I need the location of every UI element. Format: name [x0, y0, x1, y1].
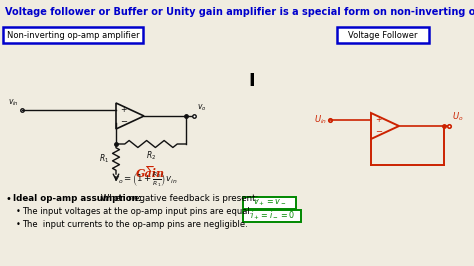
Text: Ideal op-amp assumption:: Ideal op-amp assumption: [13, 194, 142, 203]
Text: The  input currents to the op-amp pins are negligible.: The input currents to the op-amp pins ar… [22, 220, 248, 229]
Text: •: • [6, 194, 12, 204]
Text: •: • [16, 220, 21, 229]
FancyBboxPatch shape [244, 197, 297, 209]
Text: The input voltages at the op-amp input pins are equal.: The input voltages at the op-amp input p… [22, 207, 252, 216]
Text: When negative feedback is present:: When negative feedback is present: [98, 194, 259, 203]
Text: •: • [16, 207, 21, 216]
Text: −: − [120, 118, 127, 127]
Text: $R_1$: $R_1$ [99, 153, 109, 165]
Text: −: − [375, 127, 382, 136]
Text: $i_+ = i_- = 0$: $i_+ = i_- = 0$ [250, 209, 294, 222]
FancyBboxPatch shape [337, 27, 429, 43]
Text: $U_o$: $U_o$ [452, 110, 464, 123]
Text: $v_o = \left(1 + \frac{R_2}{R_1}\right)v_{in}$: $v_o = \left(1 + \frac{R_2}{R_1}\right)v… [113, 170, 177, 189]
Text: Voltage follower or Buffer or Unity gain amplifier is a special form on non-inve: Voltage follower or Buffer or Unity gain… [5, 7, 474, 17]
Text: Gain: Gain [136, 168, 164, 179]
Text: Voltage Follower: Voltage Follower [348, 31, 418, 39]
Text: +: + [120, 106, 127, 114]
Text: I: I [249, 72, 255, 90]
FancyBboxPatch shape [3, 27, 143, 43]
Text: $v_{in}$: $v_{in}$ [8, 98, 19, 109]
FancyBboxPatch shape [244, 210, 301, 222]
Text: +: + [375, 115, 382, 124]
Text: $U_{in}$: $U_{in}$ [314, 113, 327, 126]
Text: $R_2$: $R_2$ [146, 149, 156, 161]
Text: $v_o$: $v_o$ [197, 102, 207, 113]
Text: $v_+ = v_-$: $v_+ = v_-$ [253, 197, 287, 208]
Text: Non-inverting op-amp amplifier: Non-inverting op-amp amplifier [7, 31, 139, 39]
